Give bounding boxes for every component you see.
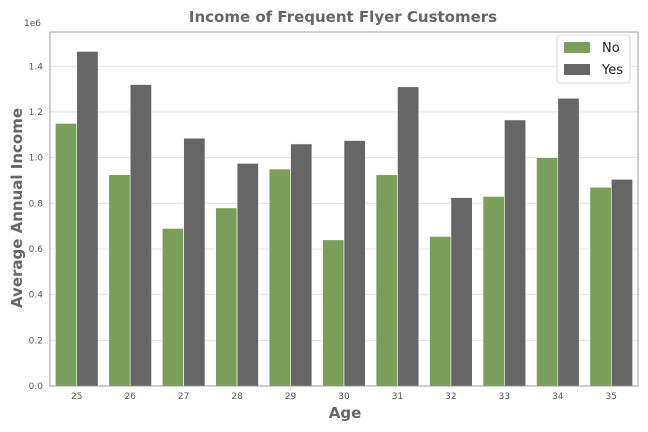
x-axis-label: Age [329,404,362,422]
x-tick-labels: 25 26 27 28 29 30 31 32 33 34 35 [71,392,617,402]
x-tick-label: 27 [178,392,189,402]
bar-no-28 [215,207,238,387]
bars-group [55,51,633,387]
bar-no-26 [108,174,131,387]
x-tick-label: 35 [606,392,617,402]
plot-frame [49,31,639,387]
bar-yes-28 [236,163,259,387]
y-tick-label: 0.6 [29,245,44,255]
bar-no-32 [429,236,452,387]
legend: No Yes [556,34,631,84]
x-tick-label: 31 [392,392,403,402]
bar-no-31 [375,174,398,387]
x-tick-label: 26 [124,392,136,402]
y-axis-label: Average Annual Income [8,108,26,308]
bar-yes-34 [557,97,580,387]
x-tick-label: 34 [552,392,564,402]
x-tick-label: 33 [499,392,510,402]
chart-title: Income of Frequent Flyer Customers [189,8,497,26]
bar-no-33 [482,196,505,387]
bar-yes-26 [129,84,152,387]
bar-yes-25 [76,51,99,387]
bar-no-29 [268,168,291,387]
bar-no-30 [322,239,345,387]
bar-yes-35 [610,179,633,387]
x-tick-label: 25 [71,392,82,402]
y-tick-label: 0.0 [29,382,44,392]
bar-no-27 [161,228,184,387]
x-tick-label: 29 [285,392,297,402]
y-tick-label: 1.0 [29,154,44,164]
bar-yes-31 [397,86,420,387]
y-tick-label: 0.8 [29,199,44,209]
bar-no-35 [589,187,612,387]
bar-yes-33 [504,119,527,387]
bar-no-34 [536,157,559,387]
bar-yes-30 [343,140,366,387]
y-tick-label: 1.4 [29,62,44,72]
bar-yes-32 [450,197,473,387]
y-tick-label: 1.2 [29,108,43,118]
y-tick-labels: 0.0 0.2 0.4 0.6 0.8 1.0 1.2 1.4 [29,62,44,392]
legend-label: Yes [601,63,623,78]
legend-swatch-no [564,42,590,53]
x-tick-label: 32 [445,392,456,402]
bar-yes-29 [290,143,313,387]
bar-no-25 [55,123,78,387]
legend-label: No [602,41,620,56]
legend-swatch-yes [564,64,590,75]
x-tick-label: 28 [231,392,243,402]
bar-yes-27 [183,137,206,387]
y-tick-label: 0.2 [29,336,43,346]
y-tick-label: 0.4 [29,291,44,301]
y-scale-label: 1e6 [24,19,41,29]
x-tick-label: 30 [338,392,350,402]
